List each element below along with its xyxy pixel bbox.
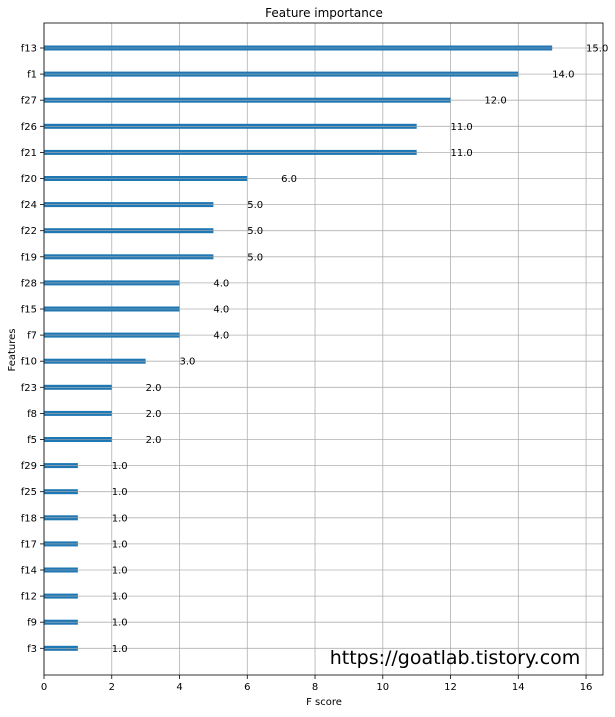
y-axis-label: Features	[7, 329, 18, 372]
y-tick-label: f20	[21, 174, 37, 185]
y-tick-label: f25	[21, 487, 37, 498]
bar-value-label: 1.0	[112, 618, 128, 629]
y-tick-label: f5	[27, 435, 37, 446]
x-tick-label: 2	[109, 682, 115, 693]
y-tick-label: f26	[21, 122, 37, 133]
bar-value-label: 1.0	[112, 539, 128, 550]
y-tick-label: f14	[21, 566, 37, 577]
x-tick-label: 6	[244, 682, 250, 693]
label-layer: f13 15.0 f1 14.0 f27 12.0 f26 11.0 f21 11.0 f20 6.0…	[21, 44, 609, 655]
x-tick-label: 0	[41, 682, 47, 693]
bar-value-label: 1.0	[112, 592, 128, 603]
plot-frame	[43, 22, 604, 676]
x-axis-label: F score	[306, 697, 342, 708]
bar-value-label: 14.0	[552, 70, 574, 81]
bar-value-label: 1.0	[112, 644, 128, 655]
bar-value-label: 5.0	[247, 252, 263, 263]
grid-layer	[43, 23, 603, 675]
watermark-text: https://goatlab.tistory.com	[330, 647, 581, 669]
y-tick-label: f22	[21, 226, 37, 237]
y-tick-label: f9	[27, 618, 37, 629]
y-tick-label: f23	[21, 383, 37, 394]
y-tick-label: f3	[27, 644, 37, 655]
bar-value-label: 3.0	[180, 357, 196, 368]
y-tick-label: f10	[21, 357, 37, 368]
bar-value-label: 1.0	[112, 487, 128, 498]
x-tick-label: 10	[376, 682, 389, 693]
y-tick-label: f24	[21, 200, 37, 211]
chart-title: Feature importance	[265, 6, 383, 20]
y-tick-label: f17	[21, 539, 37, 550]
y-tick-label: f27	[21, 96, 37, 107]
bar-value-label: 5.0	[247, 200, 263, 211]
bar-value-label: 2.0	[146, 435, 162, 446]
x-tick-label: 4	[176, 682, 182, 693]
bar-layer	[44, 45, 553, 651]
y-tick-label: f8	[27, 409, 37, 420]
bar-value-label: 2.0	[146, 409, 162, 420]
bar-value-label: 15.0	[586, 44, 608, 55]
bar-value-label: 1.0	[112, 513, 128, 524]
y-tick-label: f28	[21, 278, 37, 289]
y-tick-label: f29	[21, 461, 37, 472]
y-tick-label: f13	[21, 44, 37, 55]
bar-value-label: 6.0	[281, 174, 297, 185]
bar-value-label: 1.0	[112, 461, 128, 472]
y-tick-label: f18	[21, 513, 37, 524]
bar-value-label: 1.0	[112, 566, 128, 577]
bar-value-label: 4.0	[213, 305, 229, 316]
y-tick-label: f19	[21, 252, 37, 263]
y-tick-label: f21	[21, 148, 37, 159]
bar-value-label: 2.0	[146, 383, 162, 394]
bar-value-label: 5.0	[247, 226, 263, 237]
y-tick-label: f7	[27, 331, 37, 342]
y-tick-label: f15	[21, 305, 37, 316]
bar-value-label: 4.0	[213, 331, 229, 342]
y-tick-label: f1	[27, 70, 37, 81]
bar-value-label: 4.0	[213, 278, 229, 289]
bar-value-label: 11.0	[451, 122, 473, 133]
y-tick-label: f12	[21, 592, 37, 603]
x-tick-label: 8	[312, 682, 318, 693]
x-tick-label: 12	[444, 682, 457, 693]
x-tick-label: 14	[512, 682, 525, 693]
bar-value-label: 12.0	[484, 96, 506, 107]
axis-layer: 0 2 4 6 8 10 12 14 16	[40, 22, 604, 693]
bar-value-label: 11.0	[451, 148, 473, 159]
x-tick-label: 16	[580, 682, 593, 693]
